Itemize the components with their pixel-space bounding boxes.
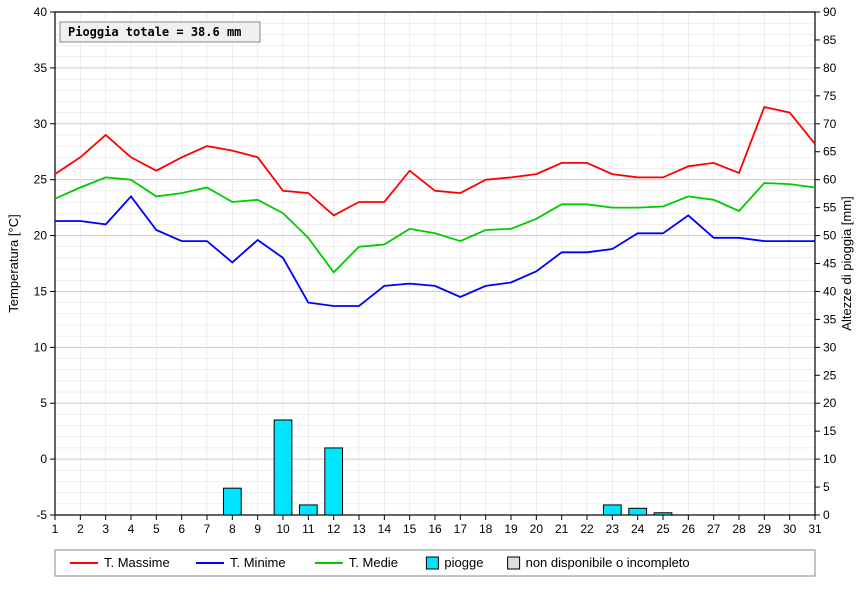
legend-label-t_massime: T. Massime xyxy=(104,555,170,570)
x-tick: 27 xyxy=(707,522,721,536)
x-tick: 4 xyxy=(128,522,135,536)
x-tick: 18 xyxy=(479,522,493,536)
y-right-tick: 40 xyxy=(823,284,837,298)
y-right-tick: 60 xyxy=(823,173,837,187)
y-left-tick: 35 xyxy=(34,61,48,75)
y-left-label: Temperatura [°C] xyxy=(6,214,21,312)
y-right-tick: 15 xyxy=(823,424,837,438)
y-left-tick: 40 xyxy=(34,5,48,19)
x-tick: 11 xyxy=(302,522,315,536)
y-right-tick: 55 xyxy=(823,201,837,215)
x-tick: 16 xyxy=(428,522,442,536)
y-right-tick: 30 xyxy=(823,340,837,354)
y-right-tick: 75 xyxy=(823,89,837,103)
y-right-tick: 50 xyxy=(823,229,837,243)
rain-total-text: Pioggia totale = 38.6 mm xyxy=(68,25,241,39)
x-tick: 17 xyxy=(454,522,468,536)
y-right-tick: 45 xyxy=(823,257,837,271)
legend-swatch-non_disponibile xyxy=(508,557,520,569)
x-tick: 8 xyxy=(229,522,236,536)
x-tick: 2 xyxy=(77,522,84,536)
rain-bar xyxy=(654,513,672,515)
x-tick: 15 xyxy=(403,522,417,536)
y-left-tick: -5 xyxy=(36,508,47,522)
y-left-tick: 20 xyxy=(34,229,48,243)
chart-container: -505101520253035400510152025303540455055… xyxy=(0,0,865,600)
y-left-tick: 10 xyxy=(34,340,48,354)
x-tick: 1 xyxy=(52,522,59,536)
x-tick: 14 xyxy=(378,522,392,536)
y-left-tick: 15 xyxy=(34,284,48,298)
legend-swatch-piogge xyxy=(426,557,438,569)
y-right-tick: 90 xyxy=(823,5,837,19)
x-tick: 7 xyxy=(204,522,211,536)
y-left-tick: 30 xyxy=(34,117,48,131)
legend-label-t_medie: T. Medie xyxy=(349,555,398,570)
x-tick: 5 xyxy=(153,522,160,536)
x-tick: 12 xyxy=(327,522,341,536)
x-tick: 24 xyxy=(631,522,645,536)
y-right-tick: 5 xyxy=(823,480,830,494)
x-tick: 3 xyxy=(102,522,109,536)
x-tick: 29 xyxy=(758,522,772,536)
x-tick: 6 xyxy=(178,522,185,536)
y-right-tick: 20 xyxy=(823,396,837,410)
y-right-tick: 35 xyxy=(823,312,837,326)
x-tick: 13 xyxy=(352,522,366,536)
y-right-tick: 65 xyxy=(823,145,837,159)
legend-label-non_disponibile: non disponibile o incompleto xyxy=(526,555,690,570)
rain-bar xyxy=(274,420,292,515)
x-tick: 30 xyxy=(783,522,797,536)
y-right-tick: 10 xyxy=(823,452,837,466)
rain-bar xyxy=(603,505,621,515)
y-right-tick: 25 xyxy=(823,368,837,382)
x-tick: 26 xyxy=(682,522,696,536)
x-tick: 22 xyxy=(580,522,594,536)
x-tick: 23 xyxy=(606,522,620,536)
y-right-tick: 0 xyxy=(823,508,830,522)
weather-chart: -505101520253035400510152025303540455055… xyxy=(0,0,865,600)
x-tick: 20 xyxy=(530,522,544,536)
y-left-tick: 5 xyxy=(40,396,47,410)
rain-bar xyxy=(629,508,647,515)
y-right-tick: 80 xyxy=(823,61,837,75)
x-tick: 28 xyxy=(732,522,746,536)
x-tick: 9 xyxy=(254,522,261,536)
y-left-tick: 25 xyxy=(34,173,48,187)
y-right-label: Altezze di pioggia [mm] xyxy=(839,196,854,330)
x-tick: 31 xyxy=(808,522,822,536)
x-tick: 25 xyxy=(656,522,670,536)
x-tick: 21 xyxy=(555,522,569,536)
rain-bar xyxy=(299,505,317,515)
y-right-tick: 70 xyxy=(823,117,837,131)
x-tick: 19 xyxy=(504,522,518,536)
rain-bar xyxy=(223,488,241,515)
rain-bar xyxy=(325,448,343,515)
y-left-tick: 0 xyxy=(40,452,47,466)
legend-label-piogge: piogge xyxy=(444,555,483,570)
legend-label-t_minime: T. Minime xyxy=(230,555,286,570)
x-tick: 10 xyxy=(276,522,290,536)
y-right-tick: 85 xyxy=(823,33,837,47)
